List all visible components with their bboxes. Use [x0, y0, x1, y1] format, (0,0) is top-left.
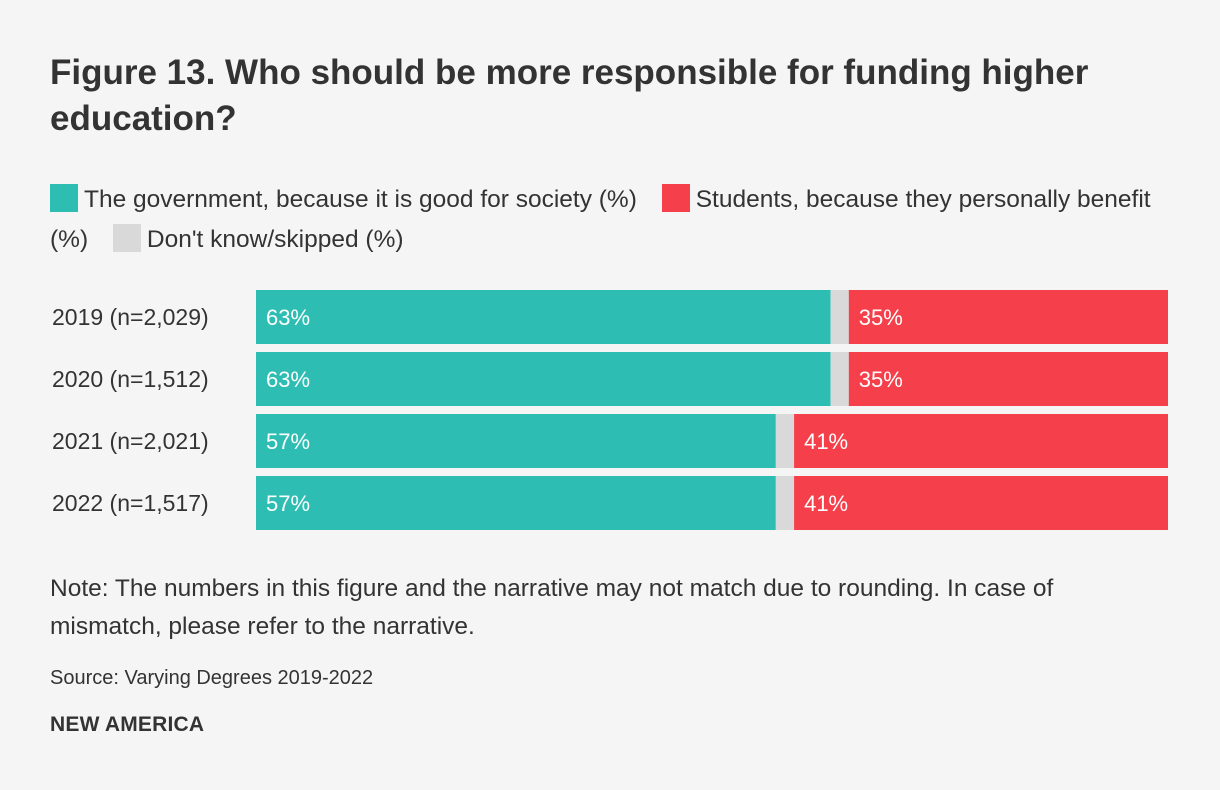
- legend-swatch-government: [50, 184, 78, 212]
- bar-chart-svg: 2019 (n=2,029) 63% 35% 2020 (n=1,512) 63% 35%…: [52, 290, 1168, 530]
- chart-note: Note: The numbers in this figure and the…: [50, 575, 1054, 640]
- category-label-2021-n-2-021: 2021 (n=2,021): [52, 428, 209, 454]
- bar-the-government-2022: [256, 476, 776, 530]
- bar-the-government-2019: [256, 290, 831, 344]
- legend-item-dont-know: Don't know/skipped (%): [112, 224, 422, 253]
- legend-swatch-students: [661, 184, 690, 212]
- data-label-students-because-2021: 41%: [804, 429, 848, 454]
- bar-don-t-2020: [830, 352, 849, 406]
- bar-students-because-2021: [794, 414, 1168, 468]
- chart-title: Figure 13. Who should be more responsibl…: [50, 53, 1089, 138]
- legend-label-government: The government, because it is good for s…: [84, 186, 637, 213]
- bar-don-t-2019: [830, 290, 849, 344]
- chart-source: Source: Varying Degrees 2019-2022: [50, 667, 374, 689]
- bar-the-government-2021: [256, 414, 776, 468]
- legend-label-students: Students, because they personally benefi…: [50, 186, 1151, 253]
- data-label-the-government-2020: 63%: [266, 367, 310, 392]
- bar-the-government-2020: [256, 352, 831, 406]
- category-label-2019-n-2-029: 2019 (n=2,029): [52, 304, 209, 330]
- bar-don-t-2022: [775, 476, 795, 530]
- data-label-students-because-2019: 35%: [859, 305, 903, 330]
- data-label-students-because-2020: 35%: [859, 367, 903, 392]
- data-label-the-government-2022: 57%: [266, 491, 310, 516]
- legend-label-dont-know: Don't know/skipped (%): [146, 226, 404, 253]
- legend-swatch-dont-know: [112, 224, 141, 252]
- legend: The government, because it is good for s…: [50, 180, 1180, 260]
- brand-logo: NEW AMERICA: [50, 713, 205, 736]
- category-label-2022-n-1-517: 2022 (n=1,517): [52, 490, 209, 516]
- bar-students-because-2022: [794, 476, 1168, 530]
- data-label-the-government-2019: 63%: [266, 305, 310, 330]
- bar-students-because-2019: [848, 290, 1168, 344]
- legend-item-government: The government, because it is good for s…: [50, 184, 655, 213]
- bar-students-because-2020: [848, 352, 1168, 406]
- bar-don-t-2021: [775, 414, 795, 468]
- data-label-the-government-2021: 57%: [266, 429, 310, 454]
- data-label-students-because-2022: 41%: [804, 491, 848, 516]
- category-label-2020-n-1-512: 2020 (n=1,512): [52, 366, 209, 392]
